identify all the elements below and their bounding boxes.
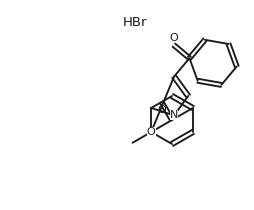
Text: O: O (169, 33, 178, 43)
Text: HBr: HBr (122, 16, 147, 29)
Text: N: N (147, 127, 155, 137)
Text: O: O (146, 127, 155, 137)
Text: N: N (169, 110, 178, 120)
Text: O: O (157, 105, 166, 115)
